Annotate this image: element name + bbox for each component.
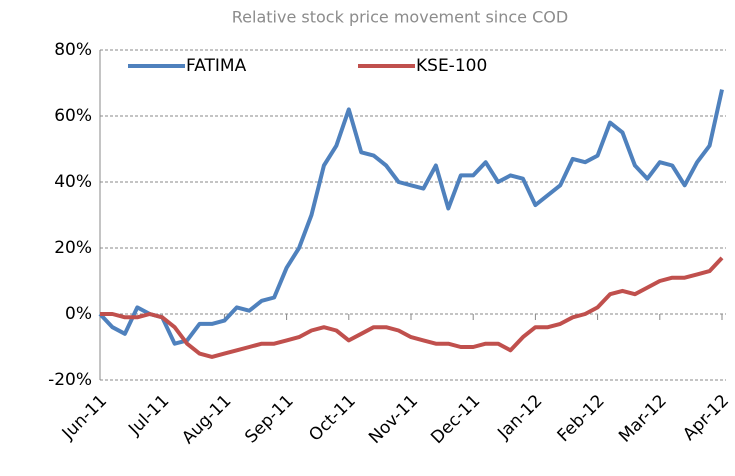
x-tick-label: Jun-11: [58, 391, 111, 444]
x-tick-label: Dec-11: [427, 391, 484, 448]
series-line: [100, 256, 724, 359]
chart-title: Relative stock price movement since COD: [232, 8, 568, 27]
x-tick-label: Mar-12: [615, 391, 671, 447]
y-tick-label: 20%: [54, 238, 92, 258]
x-tick-label: Aug-11: [178, 391, 235, 448]
y-tick-label: 40%: [54, 172, 92, 192]
y-tick-label: 60%: [54, 106, 92, 126]
x-tick-label: Oct-11: [305, 391, 360, 446]
x-tick-label: Jul-11: [124, 391, 173, 440]
x-tick-label: Apr-12: [679, 391, 733, 445]
series-line: [98, 89, 724, 346]
x-tick-label: Sep-11: [241, 391, 297, 447]
y-tick-label: -20%: [48, 370, 92, 390]
x-tick-label: Nov-11: [365, 391, 422, 448]
y-tick-label: 80%: [54, 40, 92, 60]
y-tick-label: 0%: [65, 304, 92, 324]
x-tick-label: Jan-12: [493, 391, 546, 444]
legend-label: KSE-100: [416, 56, 487, 76]
x-tick-label: Feb-12: [554, 391, 609, 446]
legend-label: FATIMA: [186, 56, 247, 76]
